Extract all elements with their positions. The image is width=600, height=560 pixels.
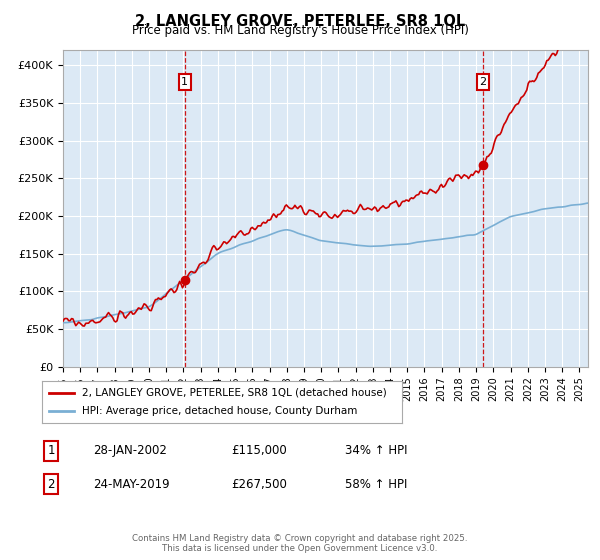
Text: 34% ↑ HPI: 34% ↑ HPI (345, 444, 407, 458)
Text: HPI: Average price, detached house, County Durham: HPI: Average price, detached house, Coun… (82, 406, 357, 416)
Text: 2: 2 (47, 478, 55, 491)
Text: Price paid vs. HM Land Registry's House Price Index (HPI): Price paid vs. HM Land Registry's House … (131, 24, 469, 37)
Text: 2, LANGLEY GROVE, PETERLEE, SR8 1QL (detached house): 2, LANGLEY GROVE, PETERLEE, SR8 1QL (det… (82, 388, 386, 398)
Text: 2: 2 (479, 77, 487, 87)
Text: 1: 1 (47, 444, 55, 458)
Text: 24-MAY-2019: 24-MAY-2019 (93, 478, 170, 491)
Text: Contains HM Land Registry data © Crown copyright and database right 2025.
This d: Contains HM Land Registry data © Crown c… (132, 534, 468, 553)
Text: £267,500: £267,500 (231, 478, 287, 491)
Text: £115,000: £115,000 (231, 444, 287, 458)
Text: 2, LANGLEY GROVE, PETERLEE, SR8 1QL: 2, LANGLEY GROVE, PETERLEE, SR8 1QL (135, 14, 465, 29)
Text: 28-JAN-2002: 28-JAN-2002 (93, 444, 167, 458)
Text: 1: 1 (181, 77, 188, 87)
Text: 58% ↑ HPI: 58% ↑ HPI (345, 478, 407, 491)
